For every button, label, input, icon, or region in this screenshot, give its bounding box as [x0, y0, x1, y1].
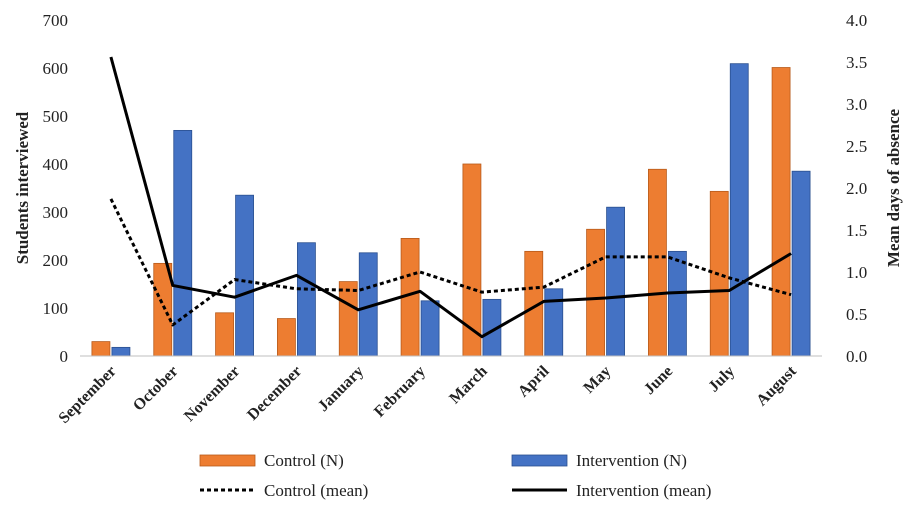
x-tick-label: September [56, 363, 120, 427]
control-bar-january [338, 281, 358, 357]
x-tick-label: February [371, 363, 429, 421]
legend-swatch [199, 454, 256, 467]
legend-label: Intervention (mean) [576, 481, 711, 500]
intervention-bar-october [173, 129, 193, 357]
y-axis-title: Students interviewed [13, 111, 32, 264]
intervention-bar-november [235, 194, 254, 357]
y-axis-left: 0 100 200 300 400 500 600 700 [43, 11, 69, 366]
x-tick-label: July [705, 363, 738, 396]
x-tick-label: March [446, 363, 491, 408]
y-tick-label: 500 [43, 107, 69, 126]
intervention-bar-july [729, 63, 749, 357]
legend-label: Control (mean) [264, 481, 368, 500]
y2-axis-title: Mean days of absence [884, 108, 903, 267]
intervention-bar-may [606, 206, 625, 357]
y-tick-label: 700 [43, 11, 69, 30]
y-tick-label: 300 [43, 203, 69, 222]
x-axis: September October November December January F… [56, 362, 801, 427]
line-group [109, 56, 792, 339]
legend: Control (N) Intervention (N) Control (mean… [199, 451, 711, 500]
legend-label: Intervention (N) [576, 451, 687, 470]
control-bar-september [91, 341, 111, 357]
y2-tick-label: 1.0 [846, 263, 867, 282]
y2-tick-label: 3.5 [846, 53, 867, 72]
legend-label: Control (N) [264, 451, 344, 470]
x-tick-label: November [181, 363, 243, 425]
y-tick-label: 100 [43, 299, 69, 318]
x-tick-label: April [515, 362, 553, 400]
x-tick-label: June [641, 363, 676, 398]
y2-tick-label: 2.0 [846, 179, 867, 198]
y2-tick-label: 3.0 [846, 95, 867, 114]
control-bar-march [462, 163, 482, 357]
intervention-bar-december [297, 242, 316, 357]
y2-tick-label: 1.5 [846, 221, 867, 240]
y2-tick-label: 4.0 [846, 11, 867, 30]
intervention-bar-april [544, 288, 564, 357]
legend-swatch [511, 454, 568, 467]
intervention-bar-september [111, 346, 131, 357]
x-tick-label: January [315, 363, 367, 415]
control-bar-july [709, 190, 729, 357]
intervention-bar-february [420, 300, 440, 357]
control-bar-august [771, 67, 791, 357]
y-tick-label: 400 [43, 155, 69, 174]
control-bar-may [586, 228, 605, 357]
y2-tick-label: 0.0 [846, 347, 867, 366]
y-axis-right: 0.0 0.5 1.0 1.5 2.0 2.5 3.0 3.5 4.0 [846, 11, 867, 366]
x-tick-label: October [130, 363, 182, 415]
x-tick-label: May [580, 363, 614, 397]
x-tick-label: August [753, 362, 800, 409]
intervention-mean-line [109, 56, 792, 339]
y2-tick-label: 2.5 [846, 137, 867, 156]
y-tick-label: 200 [43, 251, 69, 270]
control-bar-november [215, 312, 234, 357]
control-bar-december [277, 318, 296, 357]
intervention-bar-august [791, 170, 811, 357]
y-tick-label: 600 [43, 59, 69, 78]
intervention-bar-june [668, 250, 687, 357]
control-mean-line [109, 198, 792, 327]
y-tick-label: 0 [60, 347, 69, 366]
x-tick-label: December [244, 363, 305, 424]
control-bar-june [648, 168, 667, 357]
y2-tick-label: 0.5 [846, 305, 867, 324]
